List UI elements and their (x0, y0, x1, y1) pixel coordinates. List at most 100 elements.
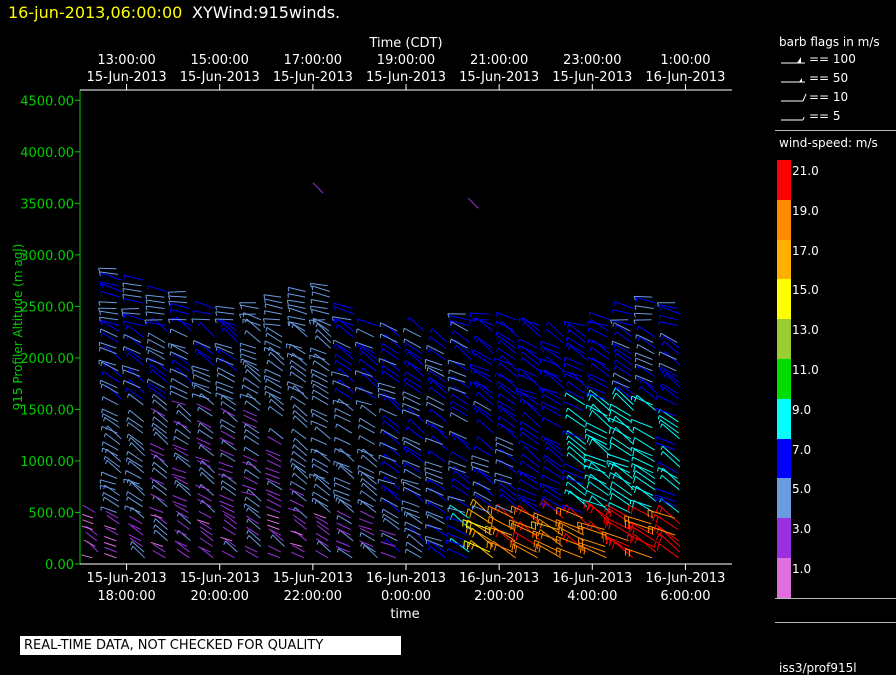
y-tick-label: 500.00 (29, 506, 75, 521)
colorbar-label: 13.0 (792, 323, 819, 337)
colorbar-swatch (777, 518, 791, 558)
barb-feather (123, 289, 124, 293)
colorbar-swatch (777, 478, 791, 518)
barb-legend-row: == 100 (779, 53, 889, 67)
station-id: iss3/prof915l (779, 661, 857, 675)
barb-feather (357, 329, 358, 333)
barb-feather (472, 350, 473, 354)
barb-feather (265, 299, 266, 303)
y-tick-label: 1500.00 (20, 403, 74, 418)
colorbar-label: 7.0 (792, 443, 811, 457)
barb-feather (609, 463, 610, 467)
x-tick-label: 16-Jun-2013 (459, 571, 539, 586)
barb-feather (584, 548, 585, 555)
x-tick-label: 18:00:00 (97, 589, 155, 604)
x-tick-label: 20:00:00 (191, 589, 249, 604)
barb-feather (603, 535, 604, 542)
barb-legend-row: == 10 (779, 91, 889, 105)
top-tick-label: 15-Jun-2013 (366, 70, 446, 85)
barb-shaft (634, 296, 652, 297)
barb-feather (607, 537, 608, 544)
barb-flag-10-icon (779, 91, 807, 105)
barb-feather (171, 345, 172, 349)
barb-feather (511, 540, 512, 547)
barb-feather (358, 471, 359, 475)
barb-shaft (121, 309, 139, 310)
barb-legend-label: == 100 (809, 52, 856, 66)
colorbar-swatch (777, 439, 791, 479)
y-tick-label: 1000.00 (20, 455, 74, 470)
x-tick-label: 16-Jun-2013 (552, 571, 632, 586)
barb-feather (496, 321, 497, 325)
barb-feather (404, 339, 405, 343)
barb-feather (333, 317, 334, 321)
barb-feather (519, 339, 520, 343)
colorbar-label: 1.0 (792, 562, 811, 576)
barb-feather (124, 321, 125, 325)
barb-shaft (634, 313, 652, 314)
barb-feather (613, 373, 614, 377)
barb-feather (312, 380, 313, 384)
colorbar-title: wind-speed: m/s (779, 136, 878, 150)
barb-shaft (309, 320, 325, 321)
barb-feather (586, 423, 587, 427)
top-tick-label: 16-Jun-2013 (645, 70, 725, 85)
barb-feather (588, 339, 589, 343)
barb-feather (403, 487, 404, 491)
barb-feather (288, 294, 289, 298)
barb-legend-label: == 10 (809, 90, 848, 104)
legend-divider (775, 622, 896, 623)
x-tick-label: 2:00:00 (474, 589, 524, 604)
barb-feather (560, 509, 561, 516)
top-tick-label: 23:00:00 (563, 53, 621, 68)
barb-feather (581, 523, 582, 530)
top-axis-label: Time (CDT) (368, 36, 442, 51)
barb-feather (657, 498, 658, 502)
barb-shaft (168, 319, 186, 320)
barb-feather (467, 542, 468, 549)
x-tick-label: 22:00:00 (284, 589, 342, 604)
barb-feather (659, 305, 660, 309)
barb-feather (265, 386, 266, 390)
barb-feather (381, 498, 382, 502)
barb-feather (404, 328, 405, 332)
barb-feather (487, 541, 488, 548)
legend-divider (775, 130, 896, 131)
barb-feather (427, 396, 428, 400)
colorbar-swatch (777, 240, 791, 280)
colorbar-label: 3.0 (792, 522, 811, 536)
y-axis-label: 915 Profiler Altitude (m agl) (11, 244, 25, 411)
colorbar-label: 9.0 (792, 403, 811, 417)
barb-feather (147, 379, 148, 383)
plot-background (80, 90, 732, 564)
barb-feather (427, 402, 428, 406)
x-tick-label: 16-Jun-2013 (645, 571, 725, 586)
barb-feather (403, 397, 404, 401)
barb-legend-label: == 50 (809, 71, 848, 85)
barb-feather (100, 329, 101, 333)
barb-feather (657, 396, 658, 400)
barb-feather (265, 311, 266, 315)
barb-feather (537, 514, 538, 521)
barb-feather (288, 305, 289, 309)
barb-feather (585, 429, 586, 433)
barb-feather (335, 408, 336, 412)
top-tick-label: 13:00:00 (97, 53, 155, 68)
colorbar-swatch (777, 200, 791, 240)
top-tick-label: 1:00:00 (660, 53, 710, 68)
x-tick-label: 6:00:00 (660, 589, 710, 604)
barb-legend-title: barb flags in m/s (779, 35, 880, 49)
barb-feather (265, 369, 266, 373)
barb-feather (450, 339, 451, 343)
top-tick-label: 15-Jun-2013 (87, 70, 167, 85)
barb-feather (404, 441, 405, 445)
quality-disclaimer: REAL-TIME DATA, NOT CHECKED FOR QUALITY (20, 636, 401, 655)
barb-feather (427, 345, 428, 349)
barb-feather (102, 442, 103, 446)
barb-legend-label: == 5 (809, 109, 841, 123)
colorbar-swatch (777, 359, 791, 399)
barb-feather (312, 459, 313, 463)
barb-shaft (99, 268, 117, 269)
barb-feather (358, 465, 359, 469)
barb-feather (427, 367, 428, 371)
